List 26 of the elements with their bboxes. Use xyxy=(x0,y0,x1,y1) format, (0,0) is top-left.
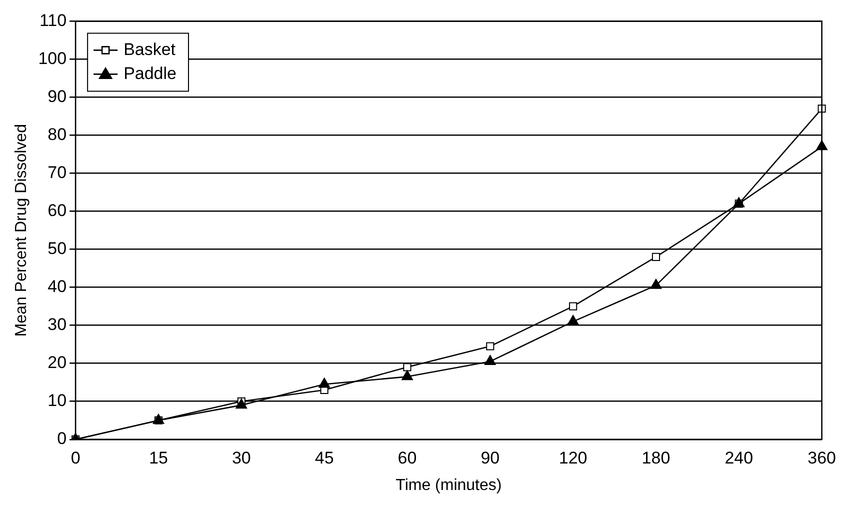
x-tick-label: 30 xyxy=(232,448,251,468)
x-tick-label: 120 xyxy=(558,448,588,468)
y-tick-label: 70 xyxy=(48,162,67,182)
y-tick-label: 100 xyxy=(38,48,67,68)
x-tick-label: 360 xyxy=(808,448,836,468)
x-tick-label: 45 xyxy=(314,448,334,468)
y-tick-label: 80 xyxy=(48,124,67,144)
y-tick-label: 20 xyxy=(48,353,67,372)
x-tick-label: 0 xyxy=(70,448,80,468)
legend-label: Basket xyxy=(124,40,176,59)
y-axis-title: Mean Percent Drug Dissolved xyxy=(13,124,30,337)
y-tick-label: 40 xyxy=(48,277,67,296)
y-tick-label: 60 xyxy=(48,200,67,220)
x-tick-label: 180 xyxy=(642,448,670,468)
y-tick-label: 30 xyxy=(48,315,67,334)
y-tick-label: 10 xyxy=(48,391,67,410)
y-tick-label: 90 xyxy=(48,86,67,106)
y-tick-label: 110 xyxy=(39,10,67,30)
x-axis-title: Time (minutes) xyxy=(396,476,502,494)
x-tick-label: 90 xyxy=(480,448,500,468)
legend-label: Paddle xyxy=(124,64,176,83)
x-tick-label: 240 xyxy=(724,448,754,468)
x-tick-label: 15 xyxy=(149,448,168,468)
y-tick-label: 50 xyxy=(48,238,67,258)
y-tick-label: 0 xyxy=(57,429,67,448)
x-tick-label: 60 xyxy=(398,448,417,468)
